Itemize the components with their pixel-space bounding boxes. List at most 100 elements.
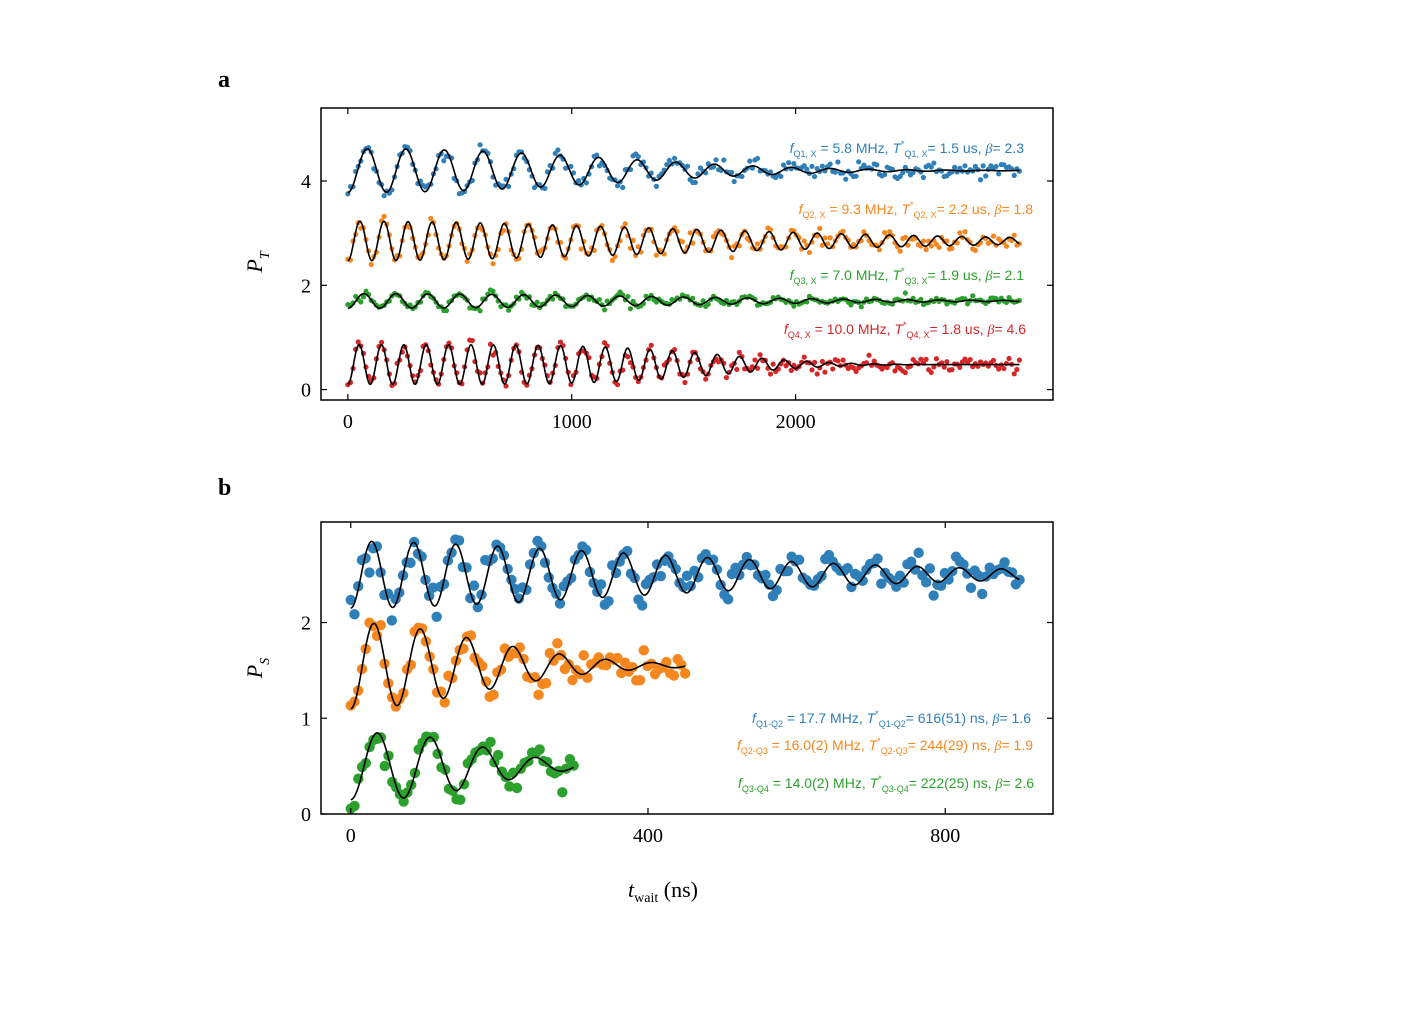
panel-a-ylabel-main: P xyxy=(242,259,267,273)
panel-a-point-q4x xyxy=(625,354,631,360)
panel-b-point-q2q3 xyxy=(612,652,623,664)
panel-a-point-q4x xyxy=(990,357,997,363)
panel-a-point-q4x xyxy=(944,359,950,365)
panel-a-point-q4x xyxy=(1014,366,1020,373)
panel-a-point-q2x xyxy=(464,258,470,265)
panel-a-point-q1x xyxy=(931,160,937,166)
panel-b-xtick-label: 400 xyxy=(633,825,663,847)
panel-a-point-q2x xyxy=(876,247,883,253)
panel-b-point-q1q2 xyxy=(349,609,360,620)
panel-a-point-q3x xyxy=(700,298,706,304)
panel-a-point-q2x xyxy=(578,246,584,252)
panel-a-point-q1x xyxy=(786,160,792,166)
panel-a-point-q1x xyxy=(576,177,582,184)
panel-b-xlabel-main: t xyxy=(628,877,635,902)
panel-b-point-q2q3 xyxy=(540,677,552,689)
panel-a-point-q2x xyxy=(887,229,893,235)
panel-b-point-q1q2 xyxy=(595,579,607,590)
panel-a-point-q2x xyxy=(990,233,997,239)
panel-a-point-q1x xyxy=(731,178,737,185)
panel-a-point-q1x xyxy=(664,161,670,168)
panel-a-point-q3x xyxy=(358,299,364,305)
panel-a-point-q4x xyxy=(469,337,475,344)
panel-b-point-q1q2 xyxy=(438,578,450,590)
panel-b-point-q1q2 xyxy=(906,556,917,567)
panel-a-point-q2x xyxy=(822,235,828,241)
panel-a-point-q4x xyxy=(703,376,709,382)
panel-a-point-q4x xyxy=(809,367,815,373)
panel-a-point-q2x xyxy=(576,223,582,229)
panel-a-point-q2x xyxy=(729,255,735,261)
panel-a-point-q4x xyxy=(754,365,761,371)
panel-b-ticks: 0 400 800 0 1 2 xyxy=(301,522,1053,847)
panel-a-point-q3x xyxy=(596,296,602,303)
panel-b-point-q1q2 xyxy=(722,594,734,605)
panel-b-point-q2q3 xyxy=(488,689,499,701)
panel-a-point-q1x xyxy=(568,163,574,170)
panel-a-xtick-label: 2000 xyxy=(776,411,816,433)
panel-a-point-q2x xyxy=(801,238,807,244)
panel-a-ytick-label: 2 xyxy=(301,275,311,297)
panel-a-point-q4x xyxy=(814,371,820,377)
panel-b-point-q1q2 xyxy=(857,575,868,586)
panel-b-point-q2q3 xyxy=(646,658,657,670)
panel-a-point-q1x xyxy=(555,147,561,153)
panel-a-point-q1x xyxy=(684,163,691,169)
panel-a-point-q1x xyxy=(692,179,698,186)
panel-b-point-q2q3 xyxy=(619,657,631,668)
panel-a-frame xyxy=(320,107,1054,401)
panel-a-point-q2x xyxy=(819,242,825,248)
panel-b-point-q1q2 xyxy=(554,598,566,609)
panel-a-point-q3x xyxy=(705,301,711,307)
panel-a-point-q1x xyxy=(980,163,986,169)
panel-a-point-q1x xyxy=(666,157,672,163)
panel-a-point-q4x xyxy=(933,356,940,362)
panel-b-point-q1q2 xyxy=(782,565,794,577)
panel-a-xtick-label: 0 xyxy=(343,411,353,433)
panel-a-point-q1x xyxy=(713,157,719,163)
panel-a-point-q3x xyxy=(506,307,512,313)
panel-a-point-q3x xyxy=(791,303,797,309)
panel-a-point-q1x xyxy=(503,176,509,182)
panel-a-point-q2x xyxy=(428,215,434,222)
panel-a-point-q1x xyxy=(843,176,849,182)
panel-a-point-q4x xyxy=(835,358,841,364)
panel-a-point-q4x xyxy=(822,369,828,375)
panel-b-point-q2q3 xyxy=(567,674,578,686)
panel-a-point-q1x xyxy=(977,177,984,183)
panel-a-point-q2x xyxy=(905,242,911,248)
panel-b-point-q1q2 xyxy=(364,567,375,578)
panel-a-point-q4x xyxy=(736,349,742,356)
panel-a-point-q3x xyxy=(690,295,696,301)
annot-q1: fQ1, X = 5.8 MHz, T*Q1, X= 1.5 us, β= 2.… xyxy=(790,139,1025,159)
panel-a-point-q4x xyxy=(819,358,825,365)
panel-a-point-q2x xyxy=(923,246,929,253)
panel-b-point-q1q2 xyxy=(928,590,939,601)
panel-a-point-q4x xyxy=(811,359,818,365)
panel-a-xtick-label: 1000 xyxy=(552,411,592,433)
panel-a-point-q4x xyxy=(739,353,745,360)
panel-b-ylabel: PS xyxy=(242,658,273,679)
panel-b-xlabel: twait (ns) xyxy=(628,877,698,906)
panel-a-point-q3x xyxy=(625,293,631,300)
panel-b-fit-q1q2 xyxy=(350,540,1020,609)
panel-b-point-q1q2 xyxy=(1006,567,1018,578)
panel-a-point-q1x xyxy=(804,166,810,172)
panel-b-point-q1q2 xyxy=(935,580,947,592)
panel-a-point-q1x xyxy=(477,142,483,148)
panel-b-point-q2q3 xyxy=(634,674,646,686)
panel-a-point-q4x xyxy=(378,339,385,345)
panel-b-point-q1q2 xyxy=(920,577,932,588)
panel-b-point-q1q2 xyxy=(431,611,442,623)
panel-a-point-q1x xyxy=(754,155,761,162)
panel-b-point-q1q2 xyxy=(842,562,853,574)
panel-a-point-q4x xyxy=(682,379,688,386)
panel-a-point-q4x xyxy=(757,352,763,358)
panel-b-point-q3q4 xyxy=(398,796,409,807)
panel-b-point-q1q2 xyxy=(468,580,480,591)
panel-a-point-q2x xyxy=(957,230,963,236)
panel-a-point-q3x xyxy=(601,307,608,313)
panel-a-point-q4x xyxy=(752,357,758,363)
panel-a-point-q1x xyxy=(962,163,968,169)
